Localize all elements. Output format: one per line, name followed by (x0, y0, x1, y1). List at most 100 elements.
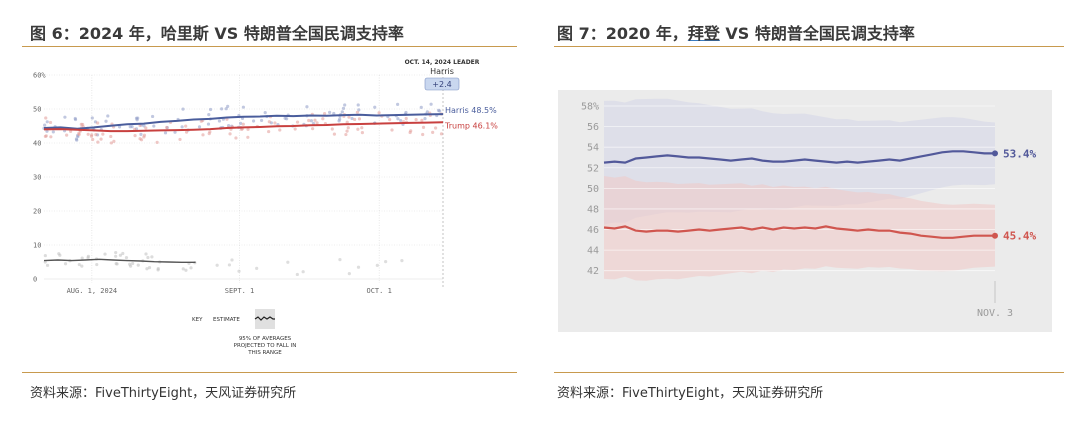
poll-dot (227, 263, 232, 267)
x-tick-label: AUG. 1, 2024 (67, 287, 118, 295)
poll-dot (206, 122, 211, 126)
poll-dot (109, 141, 113, 145)
poll-dot (115, 262, 119, 266)
poll-dot (436, 108, 441, 112)
poll-dot (409, 129, 413, 133)
poll-dot (311, 127, 315, 131)
poll-dot (65, 133, 69, 137)
poll-dot (184, 268, 188, 272)
poll-dot (63, 115, 67, 119)
poll-dot (356, 103, 360, 107)
key-label: KEY (192, 317, 203, 323)
left-source-note: 资料来源：FiveThirtyEight，天风证券研究所 (30, 386, 297, 401)
y-tick-label: 46 (587, 225, 599, 236)
poll-dot (144, 252, 148, 256)
poll-dot (208, 107, 213, 112)
poll-dot (237, 269, 241, 273)
poll-dot (360, 126, 364, 130)
harris-trump-2024-chart: 60% 50 40 30 20 10 0 AUG. 1, 2024 SEPT. 1 OCT. 1… (33, 59, 498, 356)
poll-dot (246, 135, 250, 139)
poll-dot (400, 259, 404, 263)
leader-margin: +2.4 (432, 80, 451, 89)
y-tick-label: 30 (33, 174, 41, 182)
poll-dot (184, 124, 188, 128)
poll-dot (86, 132, 90, 136)
poll-dot (404, 116, 408, 121)
poll-dot (130, 125, 134, 129)
poll-dot (285, 117, 289, 121)
key-range-note: 95% OF AVERAGES (239, 336, 292, 342)
poll-dot (155, 140, 159, 144)
right-title-link[interactable]: 拜登 (687, 24, 720, 43)
poll-dot (90, 133, 94, 137)
y-tick-label: 54 (587, 143, 599, 154)
poll-dot (77, 262, 81, 267)
y-tick-label: 56 (587, 122, 599, 133)
poll-dot (45, 120, 49, 124)
poll-dot (96, 121, 100, 125)
poll-dot (118, 253, 123, 257)
left-title-rule (22, 46, 517, 47)
poll-dot (114, 250, 118, 255)
poll-dot (255, 266, 259, 270)
poll-dot (181, 107, 185, 111)
poll-dot (431, 130, 435, 135)
poll-dot (263, 111, 267, 115)
poll-dot (421, 125, 426, 129)
poll-dot (99, 137, 103, 141)
y-tick-label: 0 (33, 276, 37, 284)
series-end-label: Harris 48.5% (445, 106, 497, 115)
poll-dot (69, 129, 73, 134)
poll-dot (421, 132, 425, 137)
poll-dot (278, 128, 282, 132)
poll-dot (344, 132, 348, 137)
poll-dot (201, 133, 205, 137)
poll-dot (43, 123, 47, 127)
poll-dot (330, 127, 334, 131)
poll-dot (131, 261, 135, 266)
right-source-rule (554, 372, 1064, 373)
series-end-dot (992, 232, 998, 239)
poll-dot (353, 117, 357, 122)
poll-dot (109, 134, 113, 139)
poll-dot (286, 260, 290, 264)
poll-dot (114, 254, 118, 258)
poll-dot (81, 122, 85, 127)
poll-dot (357, 117, 362, 121)
poll-dot (57, 252, 61, 256)
poll-dot (267, 129, 271, 134)
right-source-note: 资料来源：FiveThirtyEight，天风证券研究所 (557, 386, 824, 401)
poll-dot (91, 137, 95, 142)
poll-dot (390, 128, 394, 132)
poll-dot (139, 132, 143, 137)
left-figure-title: 图 6：2024 年，哈里斯 VS 特朗普全国民调支持率 (30, 24, 404, 43)
x-tick-label: NOV. 3 (977, 308, 1013, 319)
poll-dot (295, 120, 300, 124)
y-tick-label: 42 (587, 266, 599, 277)
key-estimate-label: ESTIMATE (213, 317, 240, 323)
poll-dot (104, 119, 108, 123)
poll-dot (321, 117, 325, 121)
right-title-rule (554, 46, 1064, 47)
poll-dot (419, 105, 423, 109)
poll-dot (241, 105, 245, 109)
leader-date: OCT. 14, 2024 LEADER (405, 59, 480, 66)
poll-dot (414, 117, 418, 122)
poll-dot (341, 106, 346, 110)
poll-dot (74, 137, 79, 141)
poll-dot (357, 108, 361, 112)
poll-dot (124, 256, 129, 260)
poll-dot (163, 131, 168, 135)
poll-dot (322, 112, 327, 116)
poll-dot (315, 121, 319, 125)
poll-dot (377, 111, 381, 115)
series-end-label: 45.4% (1003, 230, 1036, 243)
poll-dot (360, 130, 365, 135)
series-end-dot (992, 150, 998, 157)
poll-dot (309, 119, 314, 123)
poll-dot (347, 272, 351, 276)
poll-dot (259, 118, 264, 123)
poll-dot (207, 113, 211, 117)
poll-dot (273, 121, 277, 125)
poll-dot (234, 136, 238, 140)
